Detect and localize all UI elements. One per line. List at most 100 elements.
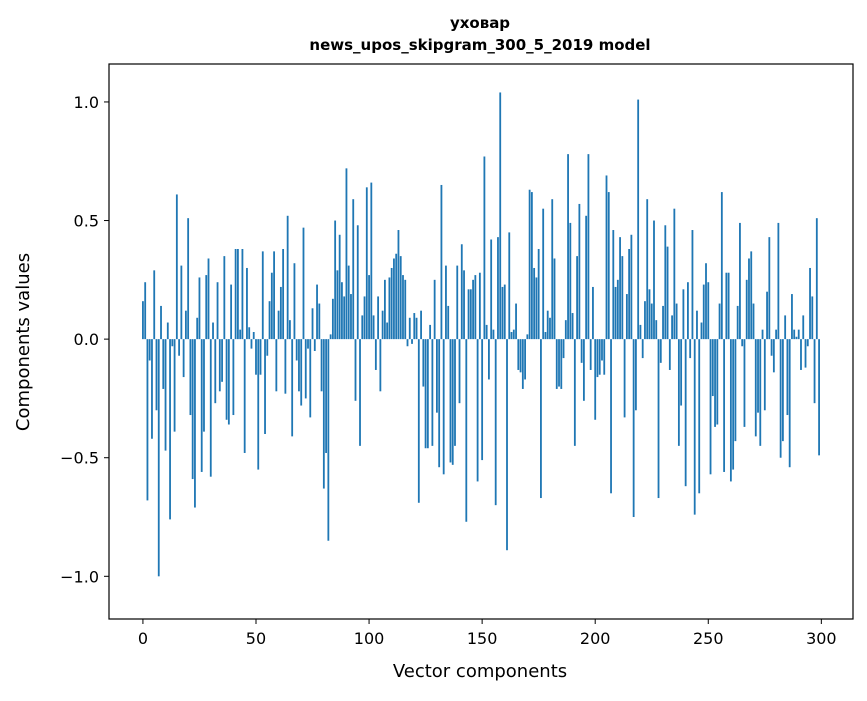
bar-164	[512, 329, 515, 340]
bar-288	[793, 329, 796, 340]
bar-262	[734, 339, 737, 442]
bar-284	[784, 315, 787, 340]
bar-130	[436, 339, 438, 413]
bar-121	[415, 317, 418, 340]
bar-111	[393, 258, 395, 340]
bar-78	[318, 303, 321, 340]
bar-226	[653, 220, 655, 340]
bar-14	[173, 339, 176, 432]
bar-202	[598, 339, 601, 375]
bar-224	[648, 289, 651, 340]
bar-17	[180, 265, 183, 340]
bar-55	[266, 339, 269, 356]
bar-269	[750, 251, 753, 340]
bar-105	[379, 339, 382, 392]
bar-2	[146, 339, 149, 501]
bar-5	[153, 270, 156, 340]
bar-123	[420, 310, 422, 340]
bar-256	[720, 192, 723, 340]
bar-217	[632, 339, 635, 518]
bar-209	[614, 286, 617, 340]
bar-278	[770, 339, 773, 356]
bar-296	[811, 296, 814, 340]
bar-157	[497, 237, 499, 340]
bar-22	[191, 339, 194, 480]
bar-118	[408, 317, 411, 340]
chart-title-line-2: news_upos_skipgram_300_5_2019 model	[309, 36, 650, 54]
bar-218	[635, 339, 637, 411]
bar-137	[451, 339, 454, 465]
bar-197	[587, 154, 590, 340]
bar-277	[768, 237, 771, 340]
bar-149	[478, 272, 481, 340]
bar-4	[151, 339, 153, 439]
x-axis-label: Vector components	[393, 661, 567, 682]
bar-101	[370, 182, 373, 340]
bar-154	[490, 239, 493, 340]
bar-170	[526, 334, 529, 340]
bar-97	[361, 315, 364, 340]
bar-159	[501, 286, 504, 340]
bar-281	[777, 222, 780, 340]
bar-219	[637, 99, 640, 340]
bar-47	[248, 327, 251, 340]
bar-229	[659, 339, 662, 363]
bar-208	[612, 230, 615, 340]
bar-246	[698, 339, 701, 494]
bar-280	[775, 329, 778, 340]
bar-119	[411, 339, 413, 344]
bar-247	[700, 322, 703, 340]
bar-104	[377, 296, 380, 340]
bar-227	[655, 320, 658, 340]
bar-87	[338, 234, 341, 340]
bar-282	[779, 339, 782, 458]
bar-41	[234, 249, 237, 340]
bar-189	[569, 222, 572, 340]
bar-248	[702, 284, 705, 340]
bar-267	[745, 279, 748, 340]
bar-9	[162, 339, 165, 389]
bar-70	[300, 339, 303, 406]
bar-270	[752, 303, 755, 340]
bar-215	[628, 249, 631, 340]
bar-94	[354, 339, 357, 401]
bar-88	[341, 282, 343, 340]
bar-131	[438, 339, 441, 468]
bar-30	[209, 339, 212, 477]
bar-187	[564, 320, 567, 340]
bar-40	[232, 339, 235, 416]
bar-110	[390, 267, 393, 340]
bar-261	[732, 339, 735, 470]
x-tick-label: 200	[580, 629, 611, 648]
bar-286	[788, 339, 791, 468]
y-tick-label: −0.5	[60, 449, 99, 468]
bar-232	[666, 246, 669, 340]
bar-268	[748, 258, 750, 340]
bar-37	[225, 339, 228, 420]
bar-220	[639, 324, 642, 340]
bar-74	[309, 339, 312, 418]
bar-45	[243, 339, 246, 453]
bar-161	[506, 339, 508, 551]
x-tick-label: 50	[246, 629, 266, 648]
y-tick-label: 0.5	[74, 212, 99, 231]
bar-200	[594, 339, 597, 420]
bar-177	[542, 208, 545, 340]
bar-204	[603, 339, 606, 375]
bar-65	[289, 320, 291, 340]
bar-61	[279, 286, 282, 340]
bar-138	[454, 339, 456, 446]
bar-180	[549, 317, 551, 340]
bar-174	[535, 277, 538, 340]
bar-234	[671, 315, 673, 340]
x-tick-label: 250	[693, 629, 724, 648]
bar-122	[417, 339, 420, 503]
bar-212	[621, 256, 624, 340]
bar-28	[205, 275, 208, 340]
bar-291	[800, 339, 802, 370]
bar-27	[203, 339, 205, 432]
bar-179	[546, 310, 549, 340]
bar-112	[395, 253, 398, 340]
bar-8	[160, 305, 162, 340]
bar-116	[404, 279, 407, 340]
